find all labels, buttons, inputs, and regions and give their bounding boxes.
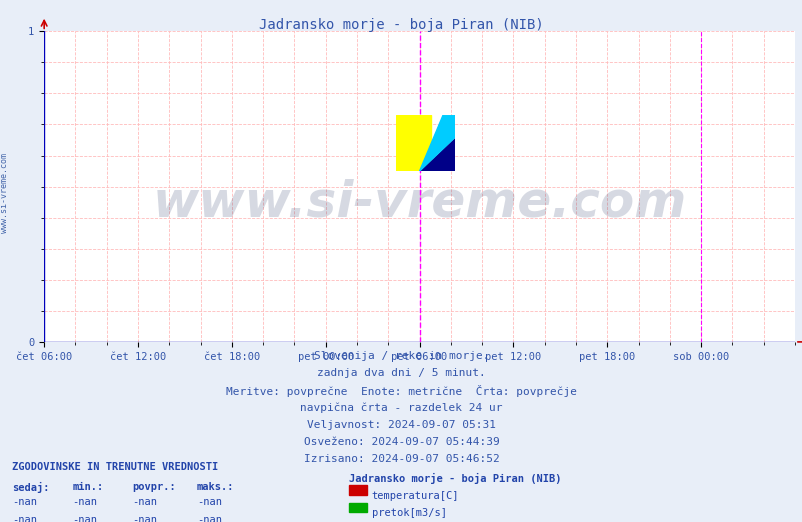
Text: -nan: -nan bbox=[72, 515, 97, 522]
Text: Izrisano: 2024-09-07 05:46:52: Izrisano: 2024-09-07 05:46:52 bbox=[303, 454, 499, 464]
Text: Osveženo: 2024-09-07 05:44:39: Osveženo: 2024-09-07 05:44:39 bbox=[303, 437, 499, 447]
Text: povpr.:: povpr.: bbox=[132, 482, 176, 492]
Text: ZGODOVINSKE IN TRENUTNE VREDNOSTI: ZGODOVINSKE IN TRENUTNE VREDNOSTI bbox=[12, 462, 218, 472]
Text: www.si-vreme.com: www.si-vreme.com bbox=[0, 153, 9, 233]
Text: zadnja dva dni / 5 minut.: zadnja dva dni / 5 minut. bbox=[317, 368, 485, 378]
Text: temperatura[C]: temperatura[C] bbox=[371, 491, 459, 501]
Text: -nan: -nan bbox=[72, 497, 97, 507]
Text: maks.:: maks.: bbox=[196, 482, 234, 492]
Text: pretok[m3/s]: pretok[m3/s] bbox=[371, 508, 446, 518]
Text: sedaj:: sedaj: bbox=[12, 482, 50, 493]
Text: -nan: -nan bbox=[132, 497, 157, 507]
Text: www.si-vreme.com: www.si-vreme.com bbox=[152, 178, 686, 226]
Text: Meritve: povprečne  Enote: metrične  Črta: povprečje: Meritve: povprečne Enote: metrične Črta:… bbox=[225, 385, 577, 397]
Text: min.:: min.: bbox=[72, 482, 103, 492]
Text: Jadransko morje - boja Piran (NIB): Jadransko morje - boja Piran (NIB) bbox=[259, 18, 543, 32]
Text: -nan: -nan bbox=[12, 497, 37, 507]
Text: -nan: -nan bbox=[132, 515, 157, 522]
Text: -nan: -nan bbox=[12, 515, 37, 522]
Polygon shape bbox=[419, 137, 454, 171]
Text: -nan: -nan bbox=[196, 497, 221, 507]
Text: Slovenija / reke in morje.: Slovenija / reke in morje. bbox=[314, 351, 488, 361]
Polygon shape bbox=[395, 115, 431, 171]
Text: Jadransko morje - boja Piran (NIB): Jadransko morje - boja Piran (NIB) bbox=[349, 473, 561, 484]
Text: Veljavnost: 2024-09-07 05:31: Veljavnost: 2024-09-07 05:31 bbox=[306, 420, 496, 430]
Text: -nan: -nan bbox=[196, 515, 221, 522]
Text: navpična črta - razdelek 24 ur: navpična črta - razdelek 24 ur bbox=[300, 402, 502, 413]
Polygon shape bbox=[419, 115, 454, 171]
